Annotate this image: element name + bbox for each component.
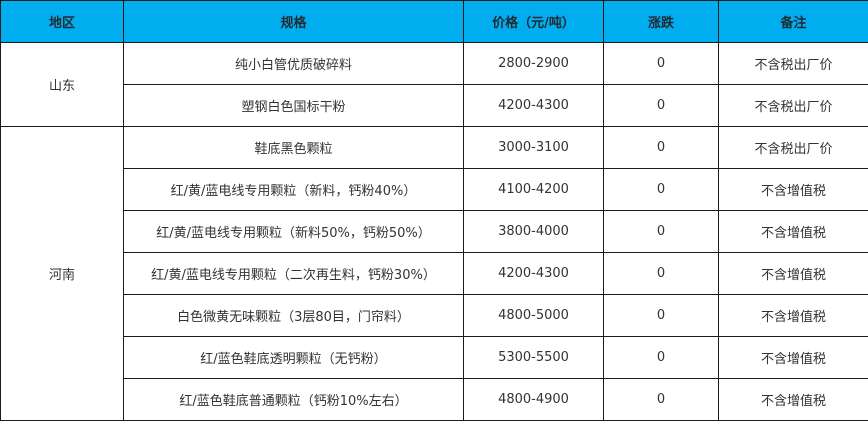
spec-cell: 红/蓝色鞋底普通颗粒（钙粉10%左右） (123, 378, 464, 421)
price-cell: 3800-4000 (463, 210, 604, 253)
note-cell: 不含增值税 (718, 378, 868, 421)
spec-cell: 红/黄/蓝电线专用颗粒（二次再生料，钙粉30%） (123, 252, 464, 295)
price-cell: 4200-4300 (463, 252, 604, 295)
header-change: 涨跌 (603, 0, 719, 43)
note-cell: 不含增值税 (718, 294, 868, 337)
note-cell: 不含税出厂价 (718, 126, 868, 169)
spec-cell: 红/黄/蓝电线专用颗粒（新料50%，钙粉50%） (123, 210, 464, 253)
change-cell: 0 (603, 42, 719, 85)
header-row: 地区 规格 价格（元/吨） 涨跌 备注 (0, 0, 868, 43)
change-cell: 0 (603, 210, 719, 253)
header-spec: 规格 (123, 0, 464, 43)
table-row: 红/黄/蓝电线专用颗粒（二次再生料，钙粉30%） 4200-4300 0 不含增值税 (1, 252, 868, 295)
table-row: 山东 纯小白管优质破碎料 2800-2900 0 不含税出厂价 (0, 42, 868, 127)
change-cell: 0 (603, 378, 719, 421)
table-row: 红/蓝色鞋底普通颗粒（钙粉10%左右） 4800-4900 0 不含增值税 (1, 378, 868, 421)
change-cell: 0 (603, 336, 719, 379)
region-cell: 山东 (0, 42, 124, 127)
price-cell: 4800-4900 (463, 378, 604, 421)
change-cell: 0 (603, 126, 719, 169)
price-cell: 4800-5000 (463, 294, 604, 337)
price-cell: 3000-3100 (463, 126, 604, 169)
price-cell: 5300-5500 (463, 336, 604, 379)
table-row: 塑钢白色国标干粉 4200-4300 0 不含税出厂价 (1, 84, 868, 127)
spec-cell: 白色微黄无味颗粒（3层80目，门帘料） (123, 294, 464, 337)
change-cell: 0 (603, 168, 719, 211)
table-row: 红/蓝色鞋底透明颗粒（无钙粉） 5300-5500 0 不含增值税 (1, 336, 868, 379)
header-price: 价格（元/吨） (463, 0, 604, 43)
spec-cell: 纯小白管优质破碎料 (123, 42, 464, 85)
change-cell: 0 (603, 84, 719, 127)
price-cell: 4100-4200 (463, 168, 604, 211)
note-cell: 不含增值税 (718, 252, 868, 295)
spec-cell: 红/蓝色鞋底透明颗粒（无钙粉） (123, 336, 464, 379)
spec-cell: 塑钢白色国标干粉 (123, 84, 464, 127)
price-cell: 4200-4300 (463, 84, 604, 127)
spec-cell: 鞋底黑色颗粒 (123, 126, 464, 169)
note-cell: 不含增值税 (718, 210, 868, 253)
note-cell: 不含增值税 (718, 168, 868, 211)
change-cell: 0 (603, 252, 719, 295)
change-cell: 0 (603, 294, 719, 337)
note-cell: 不含税出厂价 (718, 42, 868, 85)
table-row: 白色微黄无味颗粒（3层80目，门帘料） 4800-5000 0 不含增值税 (1, 294, 868, 337)
table-row: 红/黄/蓝电线专用颗粒（新料50%，钙粉50%） 3800-4000 0 不含增值税 (1, 210, 868, 253)
header-region: 地区 (0, 0, 124, 43)
note-cell: 不含税出厂价 (718, 84, 868, 127)
header-note: 备注 (718, 0, 868, 43)
spec-cell: 红/黄/蓝电线专用颗粒（新料，钙粉40%） (123, 168, 464, 211)
table-row: 河南 鞋底黑色颗粒 3000-3100 0 不含税出厂价 (0, 126, 868, 421)
table-row: 红/黄/蓝电线专用颗粒（新料，钙粉40%） 4100-4200 0 不含增值税 (1, 168, 868, 211)
region-cell: 河南 (0, 126, 124, 421)
price-cell: 2800-2900 (463, 42, 604, 85)
note-cell: 不含增值税 (718, 336, 868, 379)
